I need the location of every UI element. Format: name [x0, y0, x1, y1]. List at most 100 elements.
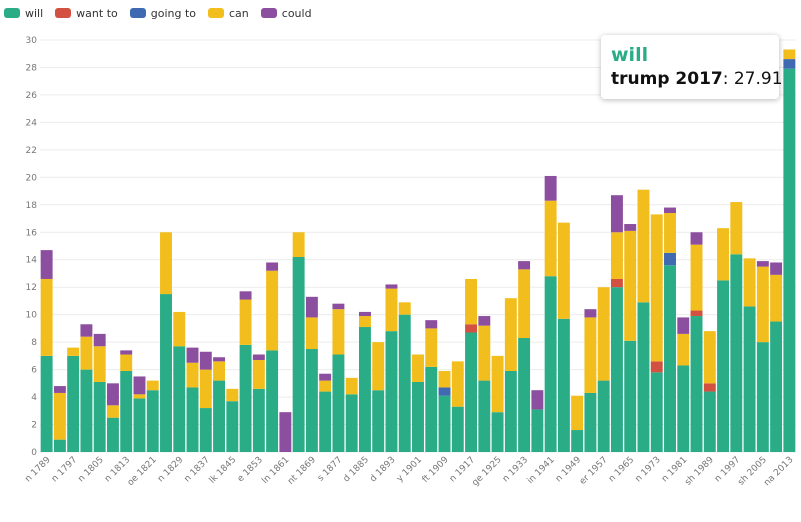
- bar-segment-going-to[interactable]: [664, 252, 676, 266]
- bar-segment-can[interactable]: [504, 298, 517, 371]
- bar-segment-can[interactable]: [80, 336, 93, 370]
- bar-segment-can[interactable]: [160, 232, 172, 295]
- bar-segment-could[interactable]: [239, 291, 252, 300]
- bar-segment-can[interactable]: [67, 347, 80, 356]
- bar-segment-could[interactable]: [756, 261, 769, 267]
- bar-segment-will[interactable]: [664, 265, 676, 452]
- bar-segment-can[interactable]: [398, 302, 411, 315]
- bar-segment-could[interactable]: [584, 309, 597, 318]
- bar-segment-can[interactable]: [756, 266, 769, 343]
- bar-segment-will[interactable]: [650, 372, 663, 452]
- bar-segment-will[interactable]: [160, 294, 172, 452]
- bar-segment-can[interactable]: [199, 369, 212, 409]
- bar-segment-will[interactable]: [80, 369, 93, 452]
- bar-segment-will[interactable]: [372, 390, 385, 452]
- bar-segment-can[interactable]: [571, 395, 584, 431]
- bar-segment-will[interactable]: [465, 332, 478, 452]
- bar-segment-can[interactable]: [412, 354, 424, 382]
- bar-segment-can[interactable]: [491, 355, 504, 413]
- bar-segment-will[interactable]: [345, 394, 358, 452]
- bar-segment-can[interactable]: [332, 309, 345, 355]
- bar-segment-will[interactable]: [213, 380, 226, 452]
- bar-segment-can[interactable]: [239, 299, 252, 345]
- bar-segment-can[interactable]: [650, 214, 663, 362]
- bar-segment-can[interactable]: [478, 325, 491, 381]
- bar-segment-will[interactable]: [743, 306, 756, 452]
- bar-segment-can[interactable]: [438, 370, 451, 388]
- bar-segment-will[interactable]: [438, 395, 451, 452]
- bar-segment-could[interactable]: [610, 195, 623, 233]
- legend-item-can[interactable]: can: [208, 7, 249, 20]
- bar-segment-could[interactable]: [106, 383, 119, 406]
- bar-segment-could[interactable]: [677, 317, 690, 334]
- bar-segment-will[interactable]: [703, 391, 716, 452]
- bar-segment-will[interactable]: [226, 401, 239, 452]
- bar-segment-could[interactable]: [478, 316, 491, 326]
- bar-segment-will[interactable]: [491, 412, 504, 452]
- bar-segment-can[interactable]: [292, 232, 305, 257]
- bar-segment-will[interactable]: [186, 387, 199, 452]
- bar-segment-will[interactable]: [425, 366, 438, 452]
- bar-segment-could[interactable]: [358, 311, 371, 317]
- bar-segment-will[interactable]: [504, 370, 517, 452]
- bar-segment-will[interactable]: [93, 381, 106, 452]
- bar-segment-could[interactable]: [531, 390, 544, 410]
- bar-segment-will[interactable]: [783, 68, 796, 452]
- bar-segment-will[interactable]: [292, 256, 305, 452]
- bar-segment-could[interactable]: [770, 262, 783, 275]
- bar-segment-will[interactable]: [412, 381, 424, 452]
- bar-segment-can[interactable]: [637, 189, 650, 303]
- bar-segment-could[interactable]: [186, 347, 199, 363]
- bar-segment-could[interactable]: [332, 303, 345, 310]
- bar-segment-could[interactable]: [120, 350, 133, 355]
- bar-segment-will[interactable]: [146, 390, 159, 452]
- bar-segment-want-to[interactable]: [650, 361, 663, 373]
- bar-segment-will[interactable]: [610, 287, 623, 452]
- bar-segment-could[interactable]: [53, 386, 66, 393]
- bar-segment-can[interactable]: [93, 346, 106, 382]
- bar-segment-can[interactable]: [266, 270, 279, 351]
- bar-segment-can[interactable]: [690, 244, 703, 311]
- bar-segment-will[interactable]: [106, 417, 119, 452]
- bar-segment-can[interactable]: [173, 311, 186, 347]
- bar-segment-will[interactable]: [451, 406, 464, 452]
- bar-segment-can[interactable]: [226, 388, 239, 402]
- bar-segment-could[interactable]: [213, 357, 226, 362]
- bar-segment-can[interactable]: [252, 359, 265, 389]
- bar-segment-will[interactable]: [40, 355, 53, 452]
- bar-segment-want-to[interactable]: [703, 383, 716, 392]
- bar-segment-can[interactable]: [106, 405, 119, 418]
- bar-segment-will[interactable]: [133, 398, 146, 452]
- bar-segment-will[interactable]: [518, 338, 531, 452]
- legend-item-want-to[interactable]: want to: [55, 7, 118, 20]
- bar-segment-can[interactable]: [518, 269, 531, 339]
- bar-segment-will[interactable]: [252, 388, 265, 452]
- bar-segment-will[interactable]: [557, 318, 570, 452]
- bar-segment-can[interactable]: [597, 287, 610, 381]
- bar-segment-can[interactable]: [584, 317, 597, 393]
- legend-item-going-to[interactable]: going to: [129, 7, 196, 20]
- bar-segment-will[interactable]: [120, 370, 133, 452]
- bar-segment-will[interactable]: [756, 342, 769, 452]
- bar-segment-can[interactable]: [610, 232, 623, 279]
- bar-segment-can[interactable]: [385, 288, 398, 332]
- bar-segment-will[interactable]: [53, 439, 66, 452]
- bar-segment-will[interactable]: [690, 316, 703, 452]
- bar-segment-can[interactable]: [133, 394, 146, 399]
- bar-segment-want-to[interactable]: [690, 310, 703, 317]
- bar-segment-will[interactable]: [385, 331, 398, 452]
- bar-segment-could[interactable]: [624, 224, 637, 231]
- bar-segment-can[interactable]: [425, 328, 438, 367]
- bar-segment-will[interactable]: [531, 409, 544, 452]
- bar-segment-could[interactable]: [690, 232, 703, 245]
- bar-segment-will[interactable]: [266, 350, 279, 452]
- bar-segment-can[interactable]: [305, 317, 318, 349]
- bar-segment-can[interactable]: [743, 258, 756, 307]
- bar-segment-will[interactable]: [584, 392, 597, 452]
- bar-segment-can[interactable]: [372, 342, 385, 391]
- bar-segment-could[interactable]: [425, 320, 438, 329]
- bar-segment-can[interactable]: [703, 331, 716, 384]
- bar-segment-will[interactable]: [637, 302, 650, 452]
- bar-segment-can[interactable]: [677, 333, 690, 366]
- bar-segment-will[interactable]: [544, 276, 557, 452]
